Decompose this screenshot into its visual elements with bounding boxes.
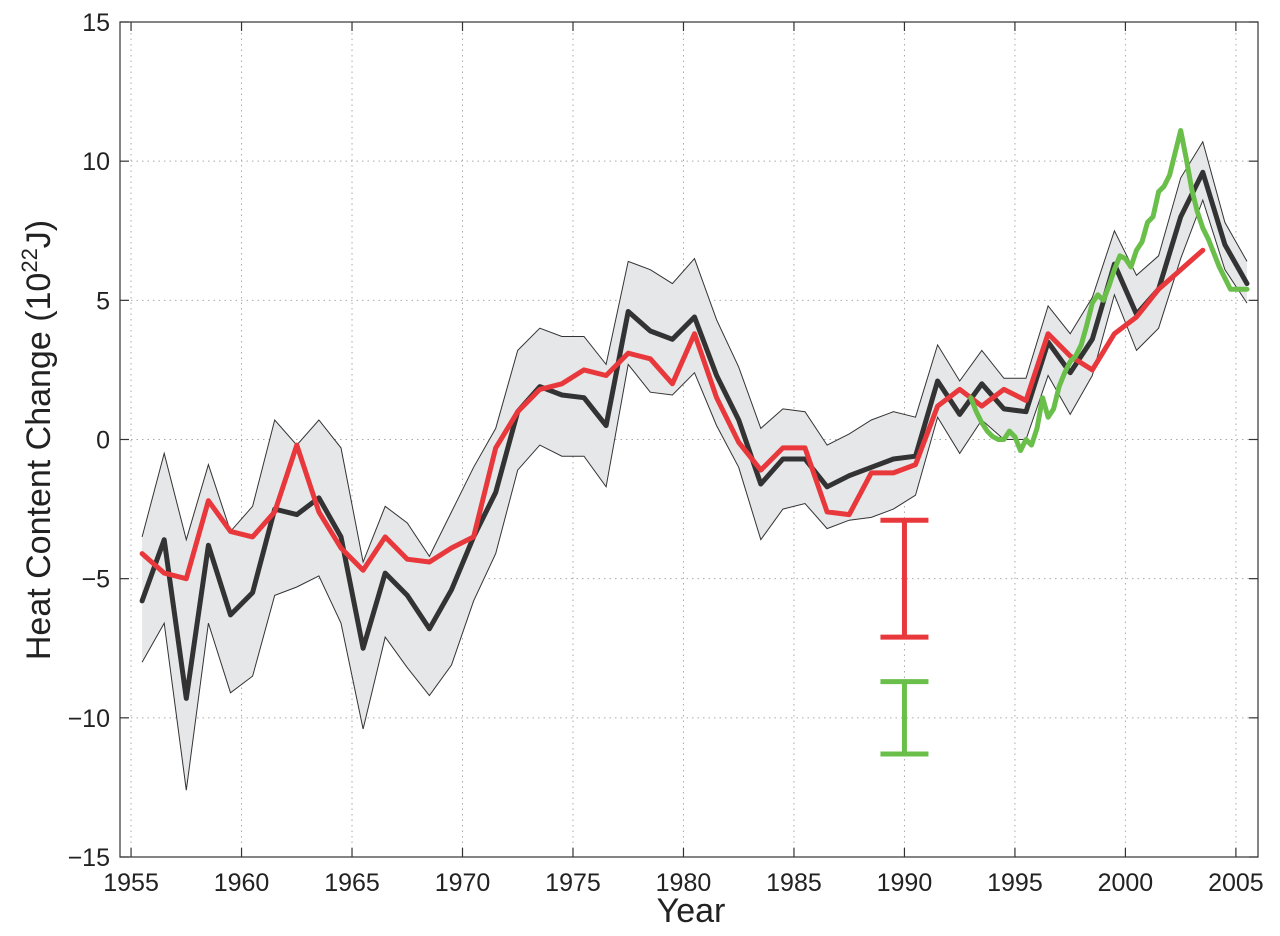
band-upper-edge: [141, 140, 1248, 564]
black-series-line: [139, 169, 1250, 701]
red-error-bar: [880, 517, 929, 640]
data-series: [139, 128, 1250, 701]
x-tick-label: 2005: [1208, 869, 1264, 897]
x-tick-label: 1990: [877, 869, 933, 897]
y-axis-title-main: Heat Content Change (10: [20, 273, 58, 660]
y-tick-label: 15: [82, 9, 110, 37]
x-tick-label: 1970: [435, 869, 491, 897]
x-tick-label: 2000: [1098, 869, 1154, 897]
x-tick-label: 1980: [656, 869, 712, 897]
x-tick-label: 1965: [324, 869, 380, 897]
x-tick-label: 1975: [545, 869, 601, 897]
uncertainty-band-fill: [142, 141, 1248, 791]
x-tick-label: 1995: [987, 869, 1043, 897]
y-axis-title-exponent: 22: [17, 248, 42, 272]
uncertainty-band: [141, 140, 1248, 791]
y-tick-label: −10: [68, 705, 110, 733]
green-series-line: [968, 128, 1250, 454]
axis-ticks: 1955 1960 1965 1970 1975 1980 1985 1990 1995 2000…: [68, 9, 1264, 897]
y-tick-label: 5: [96, 287, 110, 315]
x-tick-label: 1955: [103, 869, 159, 897]
x-axis-title: Year: [657, 892, 726, 930]
y-axis-title-unit: J): [20, 220, 58, 248]
y-tick-label: −5: [81, 566, 110, 594]
y-tick-label: −15: [68, 844, 110, 872]
y-tick-label: 0: [96, 427, 110, 455]
x-tick-label: 1985: [766, 869, 822, 897]
y-axis-title: Heat Content Change (1022J): [17, 220, 58, 660]
band-lower-edge: [141, 198, 1248, 791]
y-tick-label: 10: [82, 148, 110, 176]
error-bars: [880, 517, 929, 757]
red-series-line: [139, 247, 1206, 582]
green-error-bar: [880, 679, 929, 757]
x-tick-label: 1960: [214, 869, 270, 897]
